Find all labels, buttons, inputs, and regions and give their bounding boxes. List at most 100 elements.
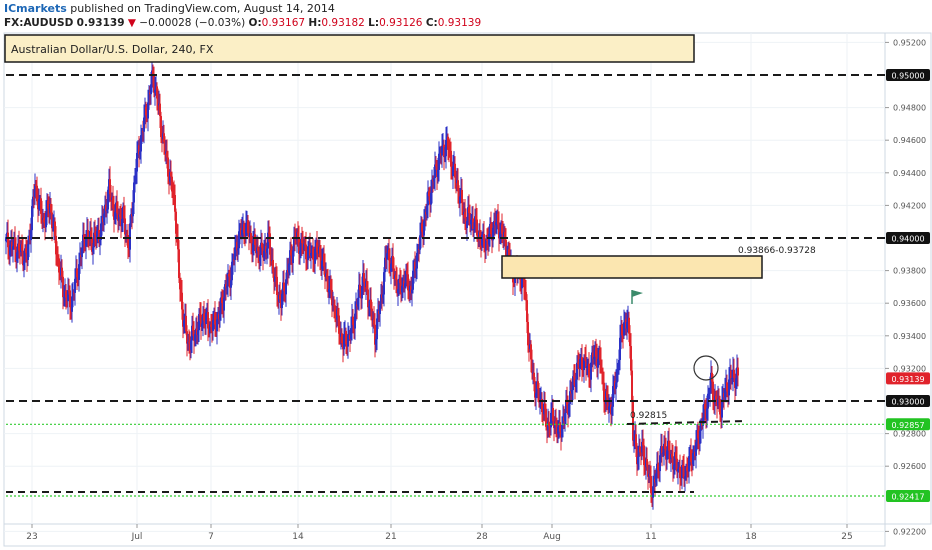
candle-body (735, 378, 737, 389)
candle-body (110, 194, 112, 200)
candle-body (537, 381, 539, 389)
candle-body (434, 164, 436, 179)
candle-body (341, 333, 343, 344)
candle-body (245, 223, 247, 236)
candle-body (276, 276, 278, 296)
candle-body (508, 249, 510, 256)
candle-body (498, 224, 500, 239)
candle-body (237, 248, 239, 251)
candle-body (259, 254, 261, 262)
candle-body (601, 369, 603, 372)
candle-body (223, 297, 225, 311)
candle-body (679, 467, 681, 479)
candle-body (260, 242, 262, 255)
candle-body (615, 382, 617, 389)
candle-body (191, 325, 193, 341)
brand-name[interactable]: ICmarkets (4, 2, 67, 15)
candle-body (414, 261, 416, 271)
candle-body (643, 445, 645, 466)
candle-body (35, 185, 37, 187)
candle-body (419, 235, 421, 250)
candle-body (307, 246, 309, 261)
candle-body (569, 391, 571, 404)
candle-body (585, 357, 587, 368)
candle-body (575, 379, 577, 388)
horizontal-levels (6, 74, 885, 497)
candle-body (450, 150, 452, 167)
candle-body (163, 133, 165, 143)
candle-body (153, 75, 155, 93)
candle-body (527, 321, 529, 346)
candle-body (286, 270, 288, 280)
price-axis[interactable] (884, 32, 932, 525)
candle-body (555, 421, 557, 426)
candle-body (653, 479, 655, 487)
candle-body (677, 468, 679, 472)
candle-body (54, 221, 56, 236)
candle-body (343, 334, 345, 350)
candle-body (697, 430, 699, 439)
candle-body (430, 192, 432, 205)
candle-body (470, 219, 472, 225)
candle-body (664, 443, 666, 449)
candle-body (382, 294, 384, 298)
candle-body (199, 314, 201, 316)
candle-body (203, 313, 205, 321)
candle-body (426, 205, 428, 215)
candle-body (438, 153, 440, 170)
candle-body (116, 202, 118, 214)
candle-body (581, 357, 583, 371)
candle-body (631, 370, 633, 401)
candle-body (488, 233, 490, 245)
candle-body (695, 442, 697, 456)
candle-body (180, 289, 182, 293)
candle-body (657, 463, 659, 471)
candle-body (331, 289, 333, 306)
candle-body (109, 179, 111, 195)
candle-body (386, 253, 388, 260)
candle-body (371, 308, 373, 321)
candle-body (464, 212, 466, 219)
candle-body (254, 234, 256, 246)
candle-body (143, 117, 145, 132)
candle-body (200, 314, 202, 327)
candle-body (289, 250, 291, 264)
candle-body (675, 452, 677, 459)
candle-body (65, 290, 67, 298)
candle-body (672, 457, 674, 470)
candle-body (201, 323, 203, 327)
candle-body (711, 372, 713, 382)
candle-body (469, 213, 471, 225)
time-axis[interactable] (3, 523, 886, 547)
candle-body (310, 253, 312, 256)
candle-body (586, 366, 588, 368)
candle-body (595, 347, 597, 357)
candle-body (499, 232, 501, 239)
candle-body (36, 185, 38, 202)
candle-body (45, 212, 47, 228)
time-tick-label: 23 (26, 532, 37, 542)
flag-icon (632, 290, 643, 297)
candle-body (366, 281, 368, 290)
candle-body (136, 152, 138, 172)
candle-body (268, 232, 270, 234)
candle-body (411, 289, 413, 294)
candle-body (435, 164, 437, 166)
candle-body (588, 363, 590, 378)
candle-body (14, 238, 16, 250)
candle-body (612, 386, 614, 407)
candle-body (321, 260, 323, 269)
candle-body (112, 197, 114, 209)
candle-body (50, 203, 52, 213)
published-text: published on TradingView.com, August 14,… (70, 2, 335, 15)
candle-body (706, 408, 708, 419)
candle-body (676, 458, 678, 472)
candle-body (629, 333, 631, 347)
candle-body (699, 430, 701, 444)
candle-body (617, 366, 619, 370)
symbol-line: FX:AUDUSD 0.93139 ▼ −0.00028 (−0.03%) O:… (4, 17, 481, 29)
candle-body (538, 388, 540, 403)
candle-body (133, 182, 135, 203)
candle-body (526, 300, 528, 322)
